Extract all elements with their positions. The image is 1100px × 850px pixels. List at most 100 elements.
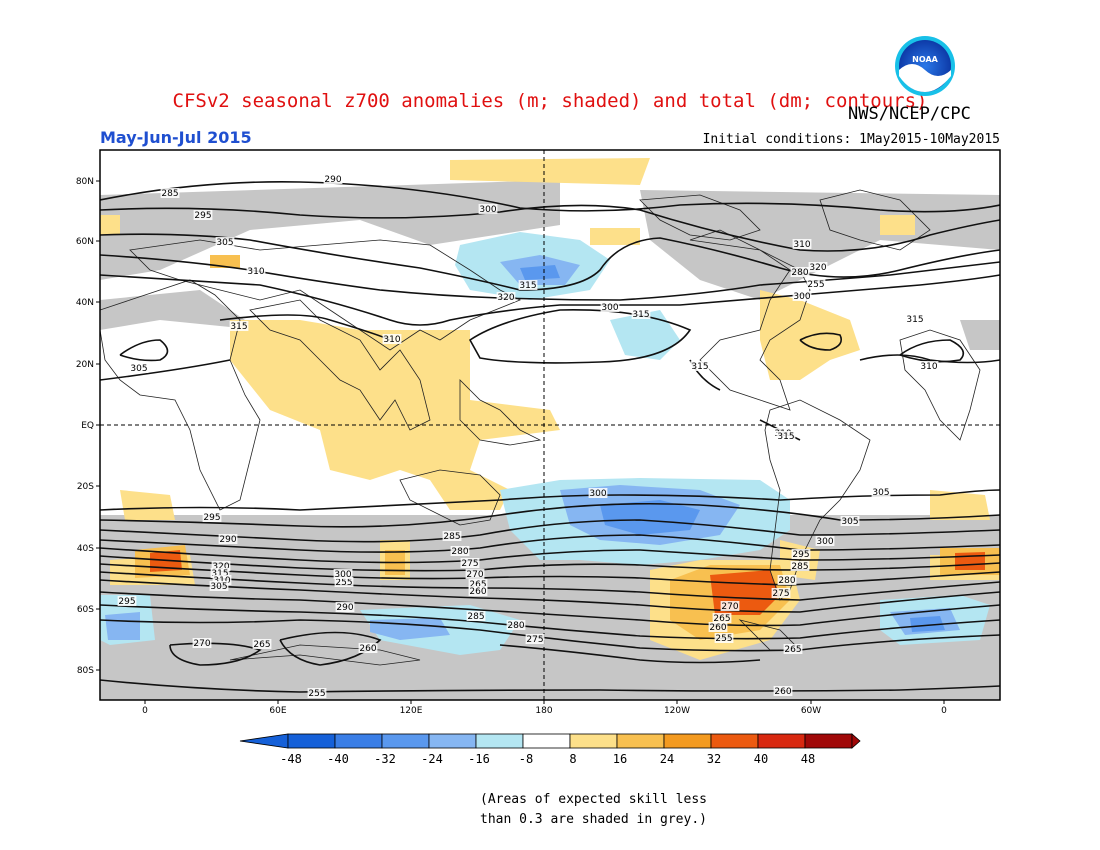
contour-label: 315 <box>777 432 794 442</box>
contour-label: 295 <box>203 513 220 523</box>
skill-note-line1: (Areas of expected skill less <box>480 792 707 807</box>
contour-label: 275 <box>526 635 543 645</box>
colorbar-tick-label: 48 <box>801 752 815 766</box>
contour-label-bg <box>708 622 728 632</box>
contour-label: 300 <box>601 303 618 313</box>
contour-label: 270 <box>466 570 483 580</box>
colorbar-swatch <box>334 733 383 749</box>
contour-label-bg <box>307 688 327 698</box>
colorbar-tick-label: -32 <box>374 752 396 766</box>
colorbar-tick-label: -24 <box>421 752 443 766</box>
initial-conditions-label: Initial conditions: 1May2015-10May2015 <box>702 132 1000 147</box>
contour-label: 320 <box>497 293 514 303</box>
colorbar-swatch <box>804 733 853 749</box>
contour-label-bg <box>160 188 180 198</box>
skill-note-line2: than 0.3 are shaded in grey.) <box>480 812 707 827</box>
colorbar-arrow-right <box>851 733 861 749</box>
contour-label: 310 <box>247 267 264 277</box>
latitude-label: 80S <box>77 666 94 676</box>
contour-label: 310 <box>793 240 810 250</box>
colorbar-tick-label: 16 <box>613 752 627 766</box>
contour-label-bg <box>192 638 212 648</box>
contour-label-bg <box>712 613 732 623</box>
negative-anomaly-24 <box>520 265 945 632</box>
contour-label: 280 <box>507 621 524 631</box>
colorbar-swatch <box>428 733 477 749</box>
contour-label: 315 <box>519 281 536 291</box>
color-bar: -48 -40 -32 -24 -16 -8 8 16 24 32 40 48 <box>239 733 861 766</box>
contour-label: 300 <box>589 489 606 499</box>
contour-label-bg <box>442 531 462 541</box>
contour-label-bg <box>714 633 734 643</box>
contour-label: 265 <box>784 645 801 655</box>
contour-label-bg <box>252 639 272 649</box>
contour-label: 260 <box>774 687 791 697</box>
colorbar-tick-label: -40 <box>327 752 349 766</box>
contour-label-bg <box>791 549 811 559</box>
contour-label-bg <box>210 568 230 578</box>
contour-label: 255 <box>715 634 732 644</box>
contour-label-bg <box>690 361 710 371</box>
longitude-label: 180 <box>535 706 552 716</box>
contour-label-bg <box>720 601 740 611</box>
colorbar-tick-label: 8 <box>569 752 576 766</box>
contour-label: 320 <box>809 263 826 273</box>
colorbar-tick-label: 40 <box>754 752 768 766</box>
contour-label: 310 <box>383 335 400 345</box>
contour-label: 315 <box>211 569 228 579</box>
contour-label: 290 <box>219 535 236 545</box>
contour-label-bg <box>790 561 810 571</box>
contour-label-bg <box>871 487 891 497</box>
contour-label-bg <box>792 239 812 249</box>
latitude-label: 60S <box>77 605 94 615</box>
contour-label-bg <box>588 488 608 498</box>
contour-label-bg <box>193 210 213 220</box>
contour-label: 315 <box>691 362 708 372</box>
colorbar-swatch <box>710 733 759 749</box>
contour-label-bg <box>334 577 354 587</box>
contour-label: 300 <box>479 205 496 215</box>
contour-label-bg <box>518 280 538 290</box>
contour-label-bg <box>466 611 486 621</box>
colorbar-swatch <box>757 733 806 749</box>
contour-label-bg <box>478 204 498 214</box>
latitude-label: 40N <box>76 298 94 308</box>
contour-label-bg <box>771 588 791 598</box>
contour-label-bg <box>792 291 812 301</box>
contour-label: 255 <box>807 280 824 290</box>
contour-label-bg <box>905 314 925 324</box>
contour-label: 285 <box>791 562 808 572</box>
longitude-labels: 0 60E 120E 180 120W 60W 0 <box>142 700 947 716</box>
contour-label: 285 <box>443 532 460 542</box>
contour-label-bg <box>246 266 266 276</box>
contour-label-bg <box>631 309 651 319</box>
contour-label: 255 <box>335 578 352 588</box>
contour-label: 310 <box>920 362 937 372</box>
contour-label-bg <box>496 292 516 302</box>
contour-label-bg <box>212 575 232 585</box>
contour-label-bg <box>117 596 137 606</box>
contour-label: 305 <box>210 582 227 592</box>
contour-label-bg <box>806 279 826 289</box>
contour-label: 290 <box>336 603 353 613</box>
contour-label-bg <box>450 546 470 556</box>
noaa-logo-text: NOAA <box>912 55 938 64</box>
map-title: CFSv2 seasonal z700 anomalies (m; shaded… <box>172 90 928 112</box>
colorbar-swatch <box>616 733 665 749</box>
contour-label: 285 <box>161 189 178 199</box>
colorbar-tick-label: 24 <box>660 752 674 766</box>
contour-label: 260 <box>359 644 376 654</box>
longitude-label: 60W <box>801 706 821 716</box>
colorbar-tick-label: -8 <box>519 752 533 766</box>
colorbar-swatch <box>475 733 524 749</box>
contour-label-bg <box>773 686 793 696</box>
contour-label-bg <box>129 363 149 373</box>
contour-label: 305 <box>216 238 233 248</box>
organization-label: NWS/NCEP/CPC <box>848 104 971 124</box>
latitude-label: 40S <box>77 544 94 554</box>
contour-label-bg <box>468 586 488 596</box>
contour-label: 305 <box>841 517 858 527</box>
longitude-label: 120W <box>664 706 690 716</box>
contour-label: 290 <box>324 175 341 185</box>
